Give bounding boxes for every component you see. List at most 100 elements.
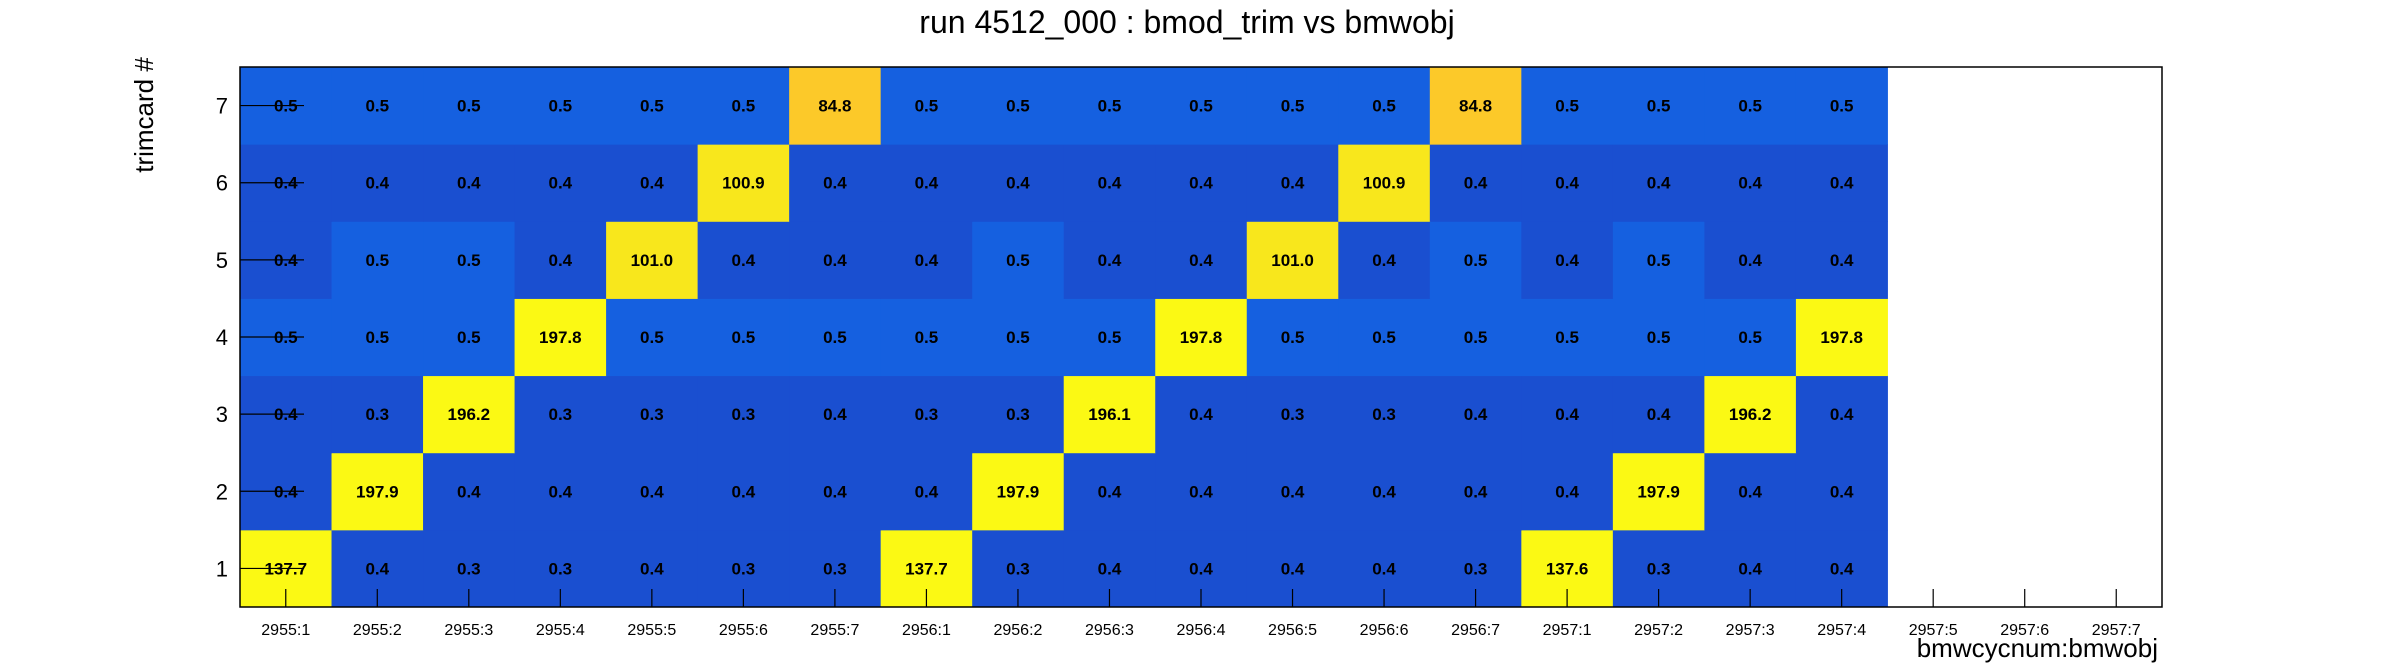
heatmap-cell [1795,144,1888,222]
x-tick-label: 2957:2 [1634,622,1683,639]
heatmap-cell [606,452,699,531]
cell-value-label: 0.5 [915,97,939,116]
cell-value-label: 0.4 [1738,174,1762,193]
heatmap-cell [423,375,516,454]
x-tick-label: 2957:3 [1726,622,1775,639]
y-tick-label: 1 [216,556,228,581]
cell-value-label: 0.4 [1647,405,1671,424]
heatmap-cell [789,452,882,531]
heatmap-cell [1063,375,1156,454]
y-tick-label: 6 [216,171,228,196]
cell-value-label: 100.9 [1363,174,1406,193]
cell-value-label: 0.5 [1647,328,1671,347]
x-tick-label: 2957:6 [2000,622,2049,639]
heatmap-cell [697,298,790,377]
heatmap-cell [880,452,973,531]
cell-value-label: 0.4 [640,482,664,501]
heatmap-cell [697,221,790,299]
heatmap-cell [1246,375,1339,454]
x-tick-label: 2956:7 [1451,622,1500,639]
heatmap-cell [880,375,973,454]
cell-value-label: 0.3 [1006,405,1030,424]
heatmap-cell [514,67,607,145]
heatmap-cell [606,221,699,299]
cell-value-label: 0.4 [549,174,573,193]
heatmap-cell [1704,144,1797,222]
cell-value-label: 0.5 [1281,328,1305,347]
cell-value-label: 0.5 [365,97,389,116]
y-axis-label: trimcard # [129,57,159,173]
heatmap-cell [331,67,424,145]
cell-value-label: 0.4 [823,174,847,193]
cell-value-label: 0.4 [1738,559,1762,578]
cell-value-label: 0.4 [915,174,939,193]
x-tick-label: 2956:5 [1268,622,1317,639]
cell-value-label: 0.4 [915,482,939,501]
cell-value-label: 0.5 [1372,328,1396,347]
cell-value-label: 0.4 [1464,405,1488,424]
cell-value-label: 0.3 [732,559,756,578]
cell-value-label: 0.5 [1006,97,1030,116]
cell-value-label: 0.4 [457,174,481,193]
cell-value-label: 0.5 [1830,97,1854,116]
heatmap-cell [1155,221,1248,299]
cell-value-label: 0.4 [1830,482,1854,501]
heatmap-cell [1155,298,1248,377]
heatmap-cell [423,221,516,299]
x-tick-label: 2955:6 [719,622,768,639]
y-tick-label: 7 [216,94,228,119]
x-tick-label: 2956:4 [1177,622,1226,639]
heatmap-cell [972,375,1065,454]
cell-value-label: 84.8 [818,97,851,116]
cell-value-label: 0.4 [365,559,389,578]
heatmap-cell [1612,452,1705,531]
heatmap-cell [1704,375,1797,454]
heatmap-cell [1063,452,1156,531]
heatmap-cell [1795,298,1888,377]
heatmap-cell [331,452,424,531]
cell-value-label: 0.3 [549,405,573,424]
cell-value-label: 0.5 [1647,97,1671,116]
cell-value-label: 0.4 [823,251,847,270]
x-tick-label: 2955:4 [536,622,585,639]
cell-value-label: 0.5 [640,97,664,116]
cell-value-label: 101.0 [631,251,674,270]
cell-value-label: 0.5 [365,251,389,270]
cell-value-label: 0.3 [915,405,939,424]
heatmap-cell [972,221,1065,299]
heatmap-cell [1521,221,1614,299]
heatmap-cell [1704,67,1797,145]
cell-value-label: 0.5 [457,328,481,347]
heatmap-cell [331,144,424,222]
heatmap-cell [1704,221,1797,299]
cell-value-label: 0.5 [457,97,481,116]
heatmap-cell [880,144,973,222]
heatmap-cell [1338,144,1431,222]
y-tick-label: 3 [216,402,228,427]
heatmap-cell [606,375,699,454]
x-tick-label: 2956:6 [1360,622,1409,639]
chart-title: run 4512_000 : bmod_trim vs bmwobj [919,4,1454,40]
cell-value-label: 0.4 [1189,559,1213,578]
heatmap-cell [606,298,699,377]
heatmap-cell [972,452,1065,531]
x-axis-label: bmwcycnum:bmwobj [1917,633,2158,663]
cell-value-label: 0.3 [1372,405,1396,424]
cell-value-label: 0.5 [640,328,664,347]
heatmap-cell [514,221,607,299]
heatmap-cell [1612,144,1705,222]
heatmap-cell [1246,298,1339,377]
x-tick-label: 2956:2 [993,622,1042,639]
heatmap-cell [1704,298,1797,377]
heatmap-cell [606,67,699,145]
heatmap-cell [880,298,973,377]
heatmap-cell [1429,221,1522,299]
x-tick-label: 2955:7 [810,622,859,639]
heatmap-cell [1246,452,1339,531]
cell-value-label: 0.4 [1098,174,1122,193]
cell-value-label: 0.4 [1555,482,1579,501]
cell-value-label: 0.5 [1464,251,1488,270]
cell-value-label: 0.5 [1281,97,1305,116]
cell-value-label: 0.4 [915,251,939,270]
heatmap-cell [1795,452,1888,531]
